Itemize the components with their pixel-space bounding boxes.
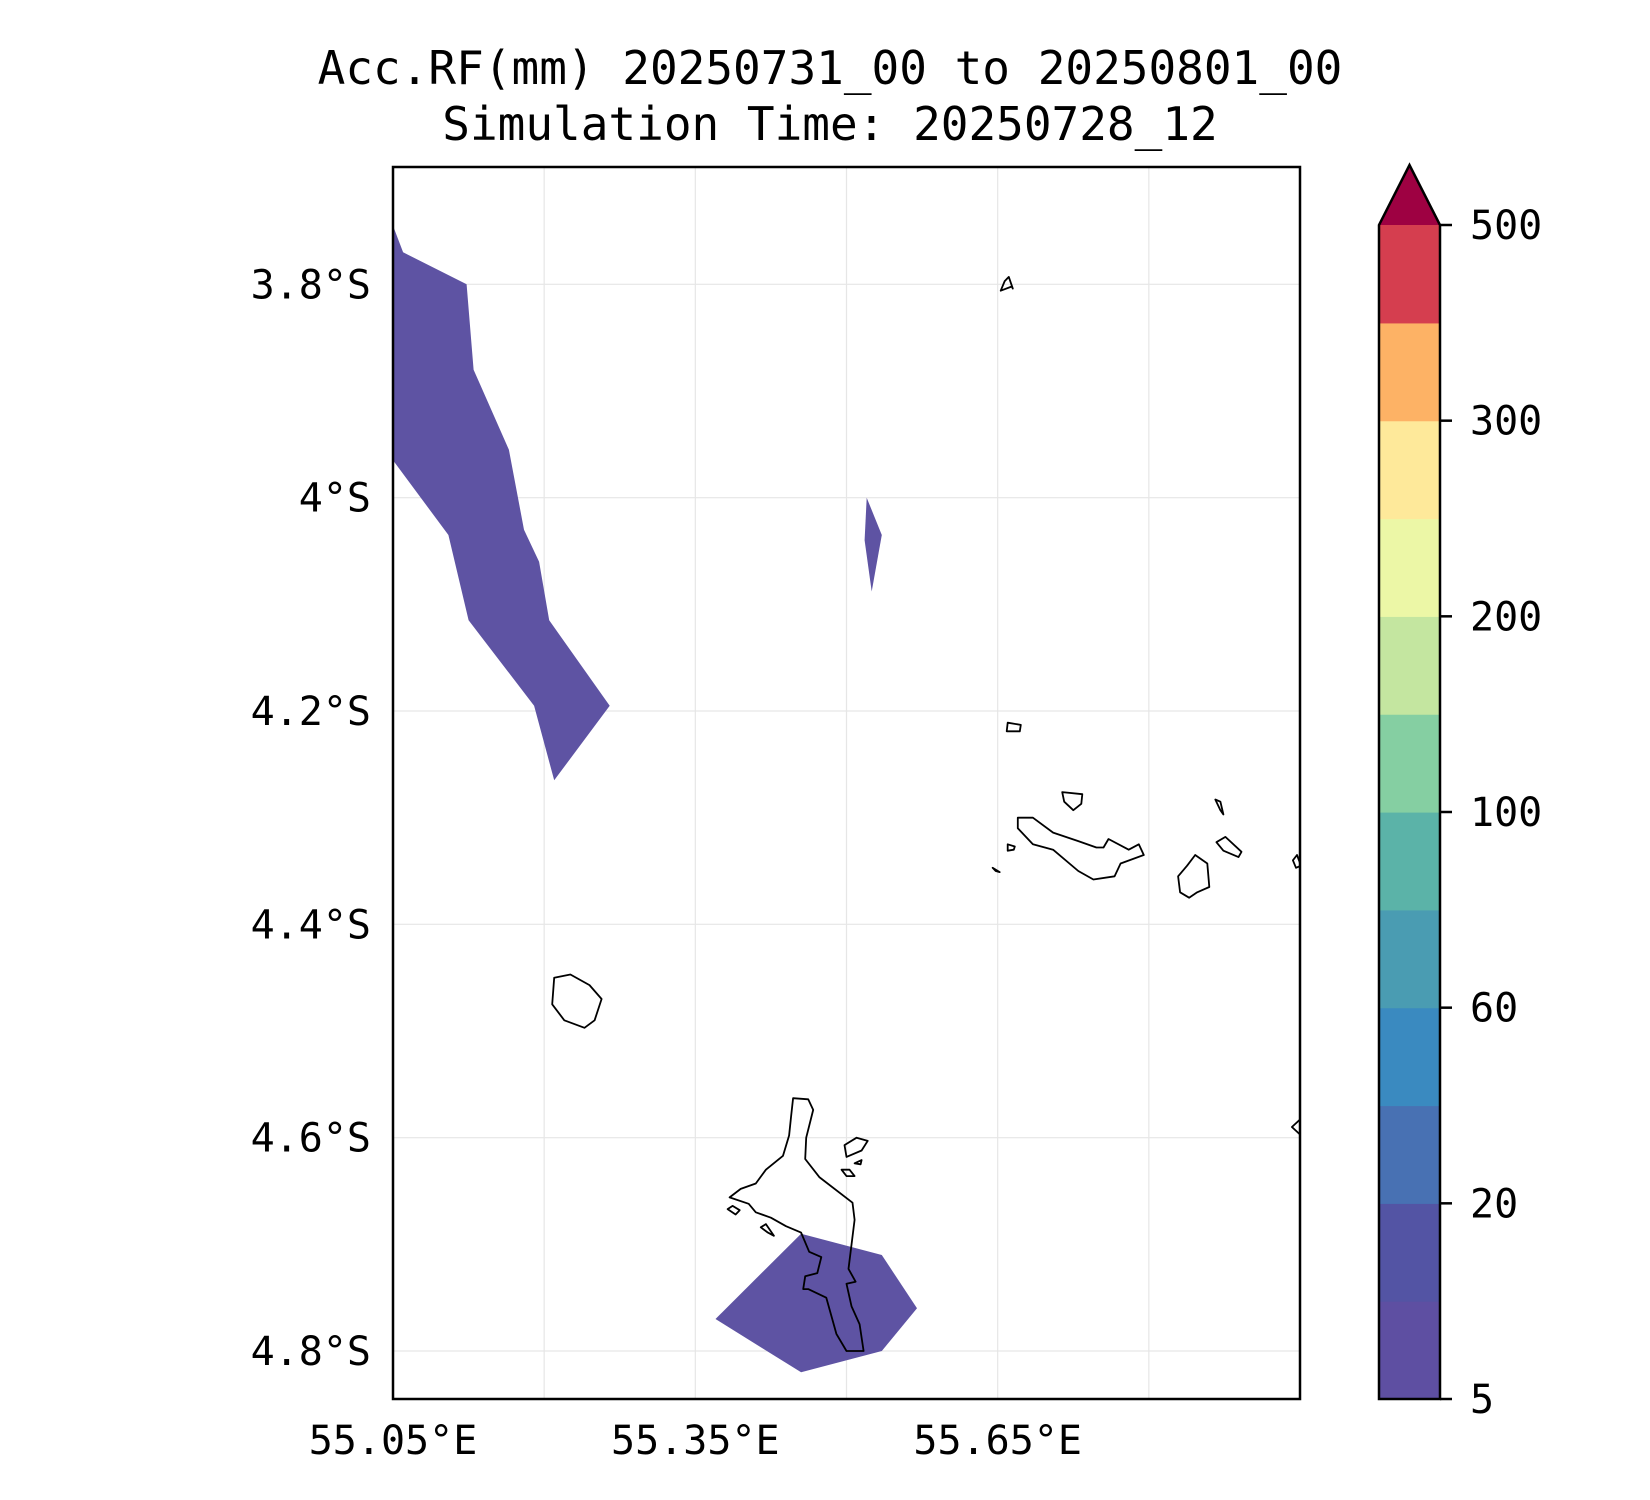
colorbar-segment-8 xyxy=(1379,518,1440,617)
coastline-grande-soeur xyxy=(1214,798,1225,816)
y-tick-label-5: 4.8°S xyxy=(251,1329,371,1375)
colorbar-segment-5 xyxy=(1379,812,1440,911)
coastline-praslin xyxy=(1016,816,1145,881)
rain-region-northwest-band xyxy=(393,225,610,781)
colorbar-segment-6 xyxy=(1379,714,1440,813)
coastline-east-edge-islet xyxy=(1291,1118,1300,1136)
colorbar-segment-0 xyxy=(1379,1301,1440,1400)
x-tick-label-0: 55.05°E xyxy=(309,1418,478,1464)
title-line-2: Simulation Time: 20250728_12 xyxy=(442,97,1217,151)
colorbar-tick-label-1: 20 xyxy=(1470,1181,1518,1227)
colorbar-segment-2 xyxy=(1379,1105,1440,1204)
colorbar: 5 20 60 100 200 300 500 xyxy=(1377,162,1542,1423)
coastline-cerf xyxy=(840,1168,856,1177)
colorbar-tick-label-6: 500 xyxy=(1470,203,1542,249)
coastline-mahe xyxy=(728,1097,865,1352)
y-tick-label-4: 4.6°S xyxy=(251,1116,371,1162)
coastline-moyenne xyxy=(853,1159,863,1166)
colorbar-segment-7 xyxy=(1379,616,1440,715)
colorbar-segments xyxy=(1379,165,1440,1400)
x-tick-label-1: 55.35°E xyxy=(611,1418,780,1464)
coastline-therese xyxy=(726,1205,741,1216)
rain-region-south-patch xyxy=(715,1233,917,1373)
coastline-aride xyxy=(999,275,1014,292)
coastline-silhouette xyxy=(551,973,603,1029)
colorbar-tick-label-0: 5 xyxy=(1470,1377,1494,1423)
colorbar-extend-arrow xyxy=(1379,165,1440,225)
colorbar-tick-label-4: 200 xyxy=(1470,594,1542,640)
colorbar-tick-label-3: 100 xyxy=(1470,790,1542,836)
coastline-st-anne xyxy=(843,1136,869,1158)
coastline-curieuse xyxy=(1061,791,1084,812)
title-line-1: Acc.RF(mm) 20250731_00 to 20250801_00 xyxy=(318,41,1343,95)
colorbar-tick-label-2: 60 xyxy=(1470,986,1518,1032)
coastline-conception xyxy=(759,1223,775,1237)
colorbar-segment-9 xyxy=(1379,420,1440,520)
colorbar-segment-10 xyxy=(1379,322,1440,422)
map-frame xyxy=(391,165,1302,1401)
y-tick-label-0: 3.8°S xyxy=(251,262,371,308)
colorbar-segment-11 xyxy=(1379,225,1440,324)
y-tick-label-3: 4.4°S xyxy=(251,902,371,948)
y-tick-label-2: 4.2°S xyxy=(251,689,371,735)
x-axis-ticks: 55.05°E 55.35°E 55.65°E xyxy=(309,1418,1082,1464)
coastline-layer xyxy=(551,275,1300,1352)
coastline-north-rock xyxy=(1005,721,1022,733)
coastline-cousine xyxy=(991,866,1001,873)
colorbar-segment-3 xyxy=(1379,1007,1440,1107)
y-axis-ticks: 3.8°S 4°S 4.2°S 4.4°S 4.6°S 4.8°S xyxy=(251,262,371,1375)
rainfall-layer xyxy=(393,225,917,1373)
coastline-felicite xyxy=(1215,836,1243,858)
colorbar-segment-1 xyxy=(1379,1203,1440,1302)
colorbar-outline xyxy=(1377,162,1442,1401)
rain-region-central-sliver xyxy=(864,497,882,592)
coastline-la-digue xyxy=(1177,854,1211,899)
colorbar-segment-4 xyxy=(1379,909,1440,1009)
map-area xyxy=(391,165,1302,1401)
y-tick-label-1: 4°S xyxy=(299,476,371,522)
x-tick-label-2: 55.65°E xyxy=(913,1418,1082,1464)
colorbar-ticks: 5 20 60 100 200 300 500 xyxy=(1440,203,1542,1423)
coastline-cousin xyxy=(1006,843,1016,852)
colorbar-tick-label-5: 300 xyxy=(1470,399,1542,445)
